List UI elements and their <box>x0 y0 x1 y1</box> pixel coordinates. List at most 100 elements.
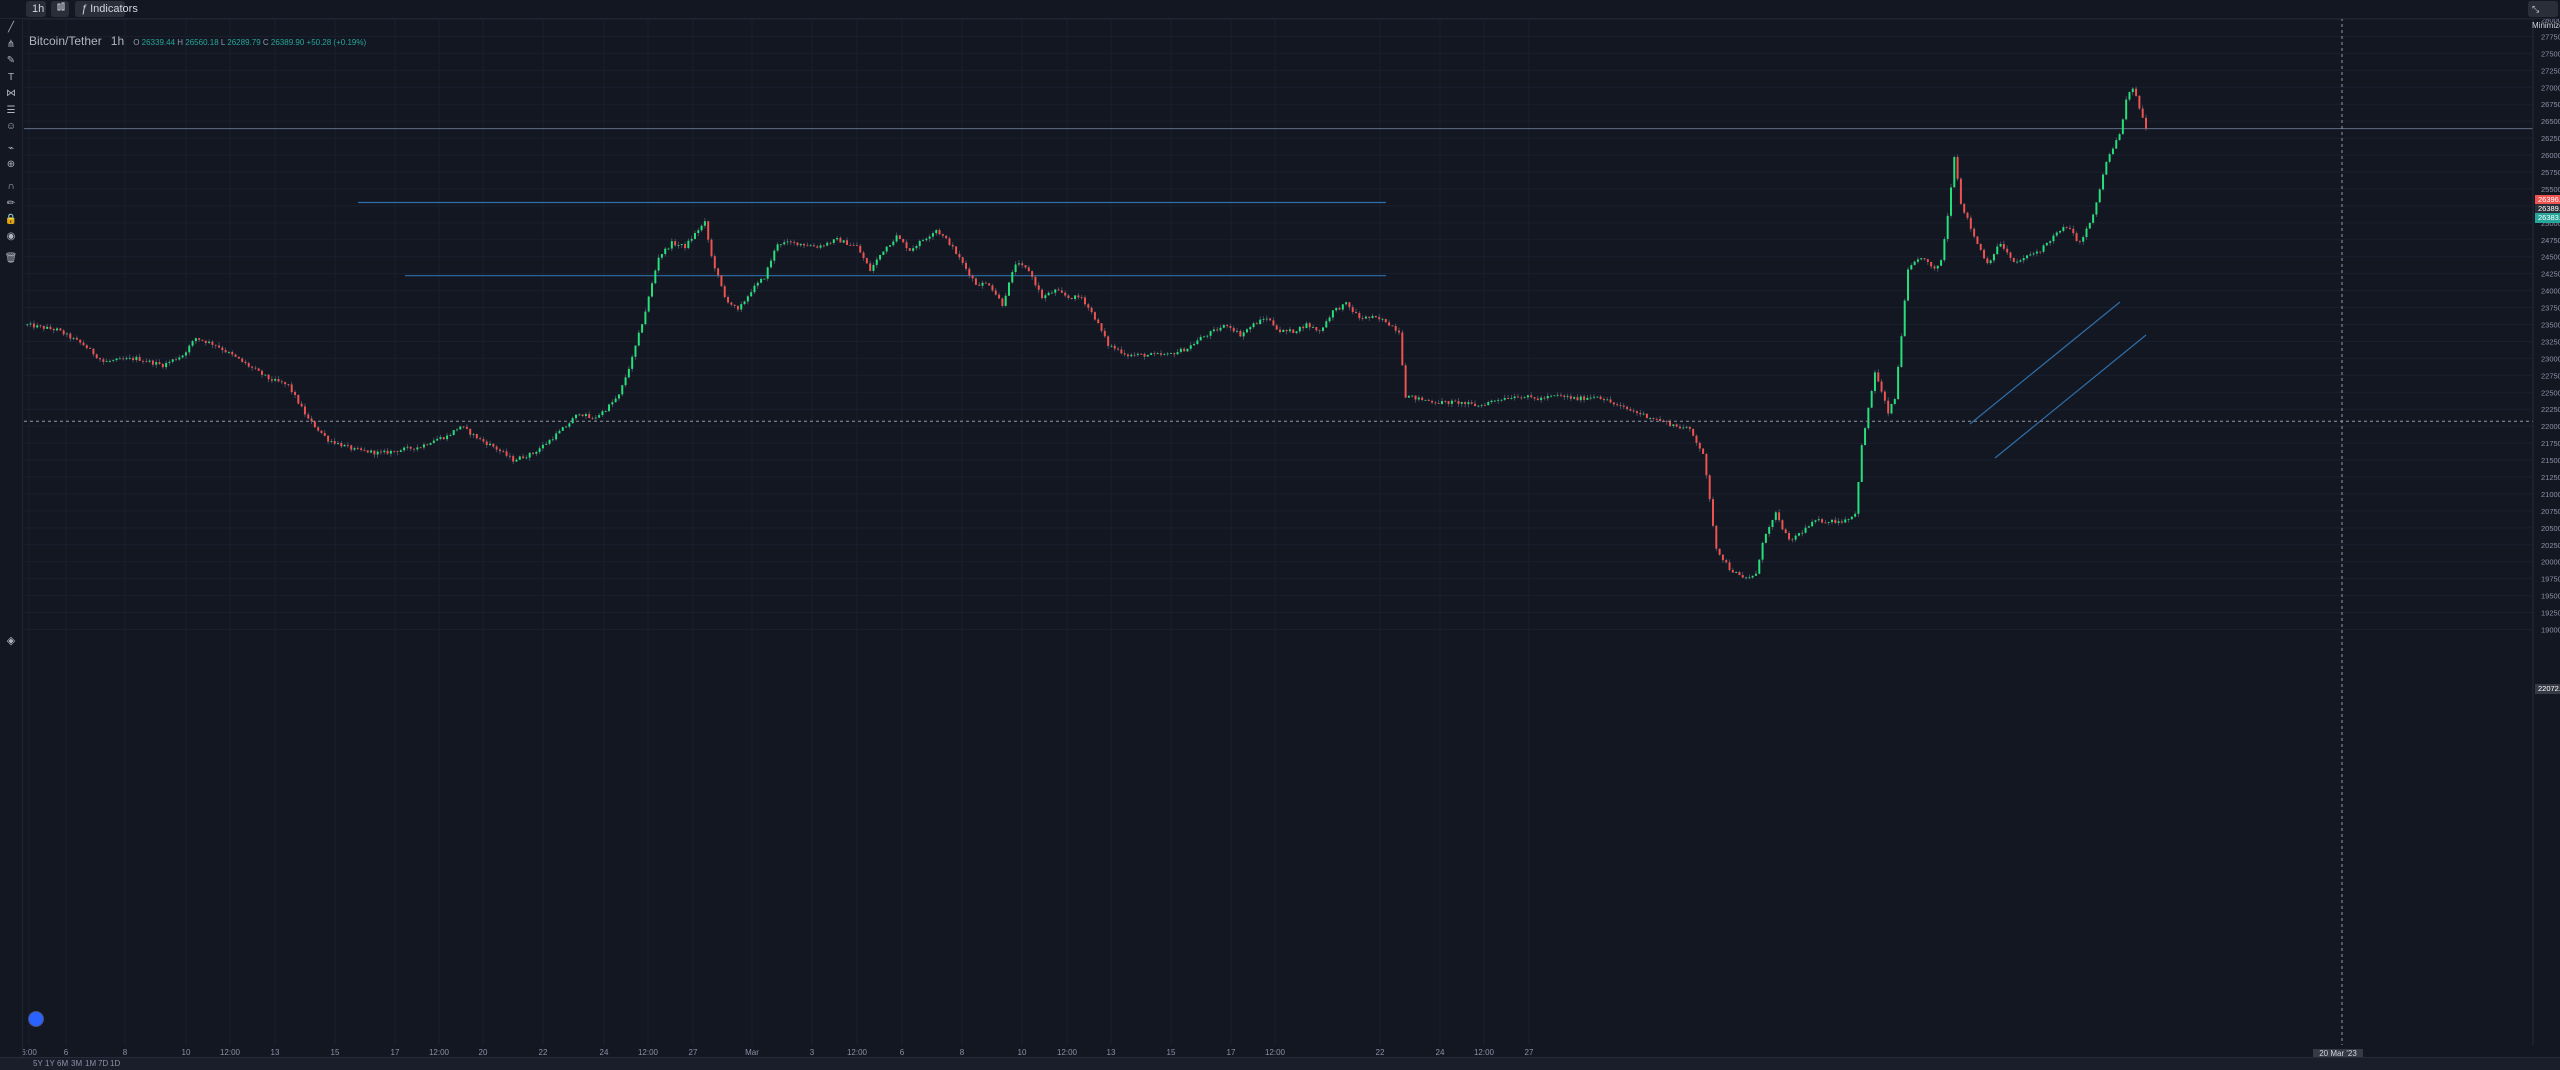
candle-body <box>125 358 128 360</box>
candle-body <box>1708 475 1711 500</box>
candle <box>1404 363 1407 398</box>
candle-body <box>502 451 505 452</box>
range-button-7d[interactable]: 7D <box>98 1059 109 1068</box>
candle <box>2135 86 2138 97</box>
trend-line-icon[interactable]: ╱ <box>7 21 15 33</box>
drawing-toolbar: ＋╱⋔✎T⋈☰☺⌁⊕∩✏🔒◉🗑◈ <box>0 0 23 1069</box>
measure-icon[interactable]: ☰ <box>6 104 16 116</box>
candle <box>99 357 102 363</box>
candle-body <box>429 443 432 445</box>
candle-body <box>1229 326 1232 328</box>
candle <box>1368 316 1371 321</box>
candle-body <box>826 242 829 246</box>
candle-body <box>36 325 39 328</box>
candle <box>1202 335 1205 338</box>
candle-body <box>419 447 422 449</box>
range-button-6m[interactable]: 6M <box>57 1059 69 1068</box>
candle-body <box>257 368 260 371</box>
candle <box>1735 571 1738 574</box>
candle <box>1586 394 1589 401</box>
candle-body <box>1705 453 1708 476</box>
cloud-icon[interactable] <box>28 1011 44 1027</box>
candle-body <box>1136 353 1139 355</box>
candle <box>862 250 865 261</box>
candle-body <box>403 447 406 451</box>
candle <box>492 443 495 449</box>
candle <box>1444 400 1447 404</box>
candle-body <box>693 233 696 239</box>
x-tick-label: 12:00 <box>847 1048 868 1057</box>
candle-body <box>902 239 905 243</box>
candle <box>690 235 693 243</box>
candle-body <box>287 384 290 385</box>
candle <box>1355 308 1358 314</box>
range-button-1d[interactable]: 1D <box>110 1059 121 1068</box>
candle-body <box>664 248 667 255</box>
pitchfork-icon[interactable]: ⋔ <box>6 38 16 50</box>
indicators-button[interactable]: ƒ Indicators <box>75 1 138 17</box>
range-button-1m[interactable]: 1M <box>85 1059 97 1068</box>
candle <box>1480 403 1483 408</box>
lock-icon[interactable]: 🔒 <box>4 213 18 225</box>
candle-body <box>1715 525 1718 549</box>
candle <box>551 436 554 442</box>
candle <box>1080 294 1083 300</box>
candle <box>1087 302 1090 311</box>
candle <box>1308 321 1311 331</box>
candle <box>1295 330 1298 335</box>
candle <box>125 355 128 361</box>
candle <box>1090 306 1093 315</box>
candle-body <box>191 341 194 346</box>
pattern-icon[interactable]: ⋈ <box>6 87 16 99</box>
candle-body <box>1612 402 1615 405</box>
close-value: 26389.90 <box>270 38 305 47</box>
candle-body <box>386 450 389 454</box>
interval-button[interactable]: 1h <box>26 1 46 17</box>
candle <box>1550 394 1553 398</box>
candle <box>740 301 743 313</box>
candle <box>1781 519 1784 531</box>
candle <box>1969 215 1972 232</box>
candle-body <box>938 230 941 235</box>
candle <box>1153 351 1156 357</box>
candle-body <box>1285 329 1288 332</box>
candle <box>1807 525 1810 528</box>
candle-body <box>161 363 164 368</box>
candle-body <box>690 238 693 241</box>
candle <box>667 247 670 251</box>
brush-icon[interactable]: ✎ <box>6 54 16 66</box>
candle <box>1926 258 1929 265</box>
zoom-in-icon[interactable]: ⊕ <box>6 158 16 170</box>
candle-body <box>1444 401 1447 402</box>
ruler-icon[interactable]: ⌁ <box>7 142 15 154</box>
candle <box>627 365 630 379</box>
text-icon[interactable]: T <box>7 71 15 83</box>
eye-icon[interactable]: ◉ <box>6 230 16 242</box>
trash-icon[interactable]: 🗑 <box>4 252 18 264</box>
candle <box>786 238 789 246</box>
candle-body <box>1672 424 1675 426</box>
candle-body <box>1467 402 1470 405</box>
lock-drawing-icon[interactable]: ✏ <box>6 197 16 209</box>
candle-body <box>568 423 571 427</box>
range-button-3m[interactable]: 3M <box>71 1059 83 1068</box>
candle <box>958 250 961 261</box>
range-button-5y[interactable]: 5Y <box>33 1059 43 1068</box>
candle-body <box>2145 117 2147 129</box>
emoji-icon[interactable]: ☺ <box>5 120 17 132</box>
candle <box>1447 401 1450 407</box>
candle-body <box>2049 241 2052 243</box>
chart-type-button[interactable] <box>51 1 69 17</box>
candle-body <box>1619 405 1622 407</box>
minimize-button[interactable]: ⤡ Minimize <box>2528 1 2560 30</box>
candle-body <box>165 362 168 368</box>
candle-body <box>991 285 994 291</box>
candle <box>56 326 59 332</box>
candle-body <box>1117 348 1120 350</box>
magnet-icon[interactable]: ∩ <box>7 180 15 192</box>
candle-body <box>522 456 525 459</box>
range-button-1y[interactable]: 1Y <box>45 1059 55 1068</box>
layers-icon[interactable]: ◈ <box>6 634 16 647</box>
candle <box>1642 411 1645 416</box>
